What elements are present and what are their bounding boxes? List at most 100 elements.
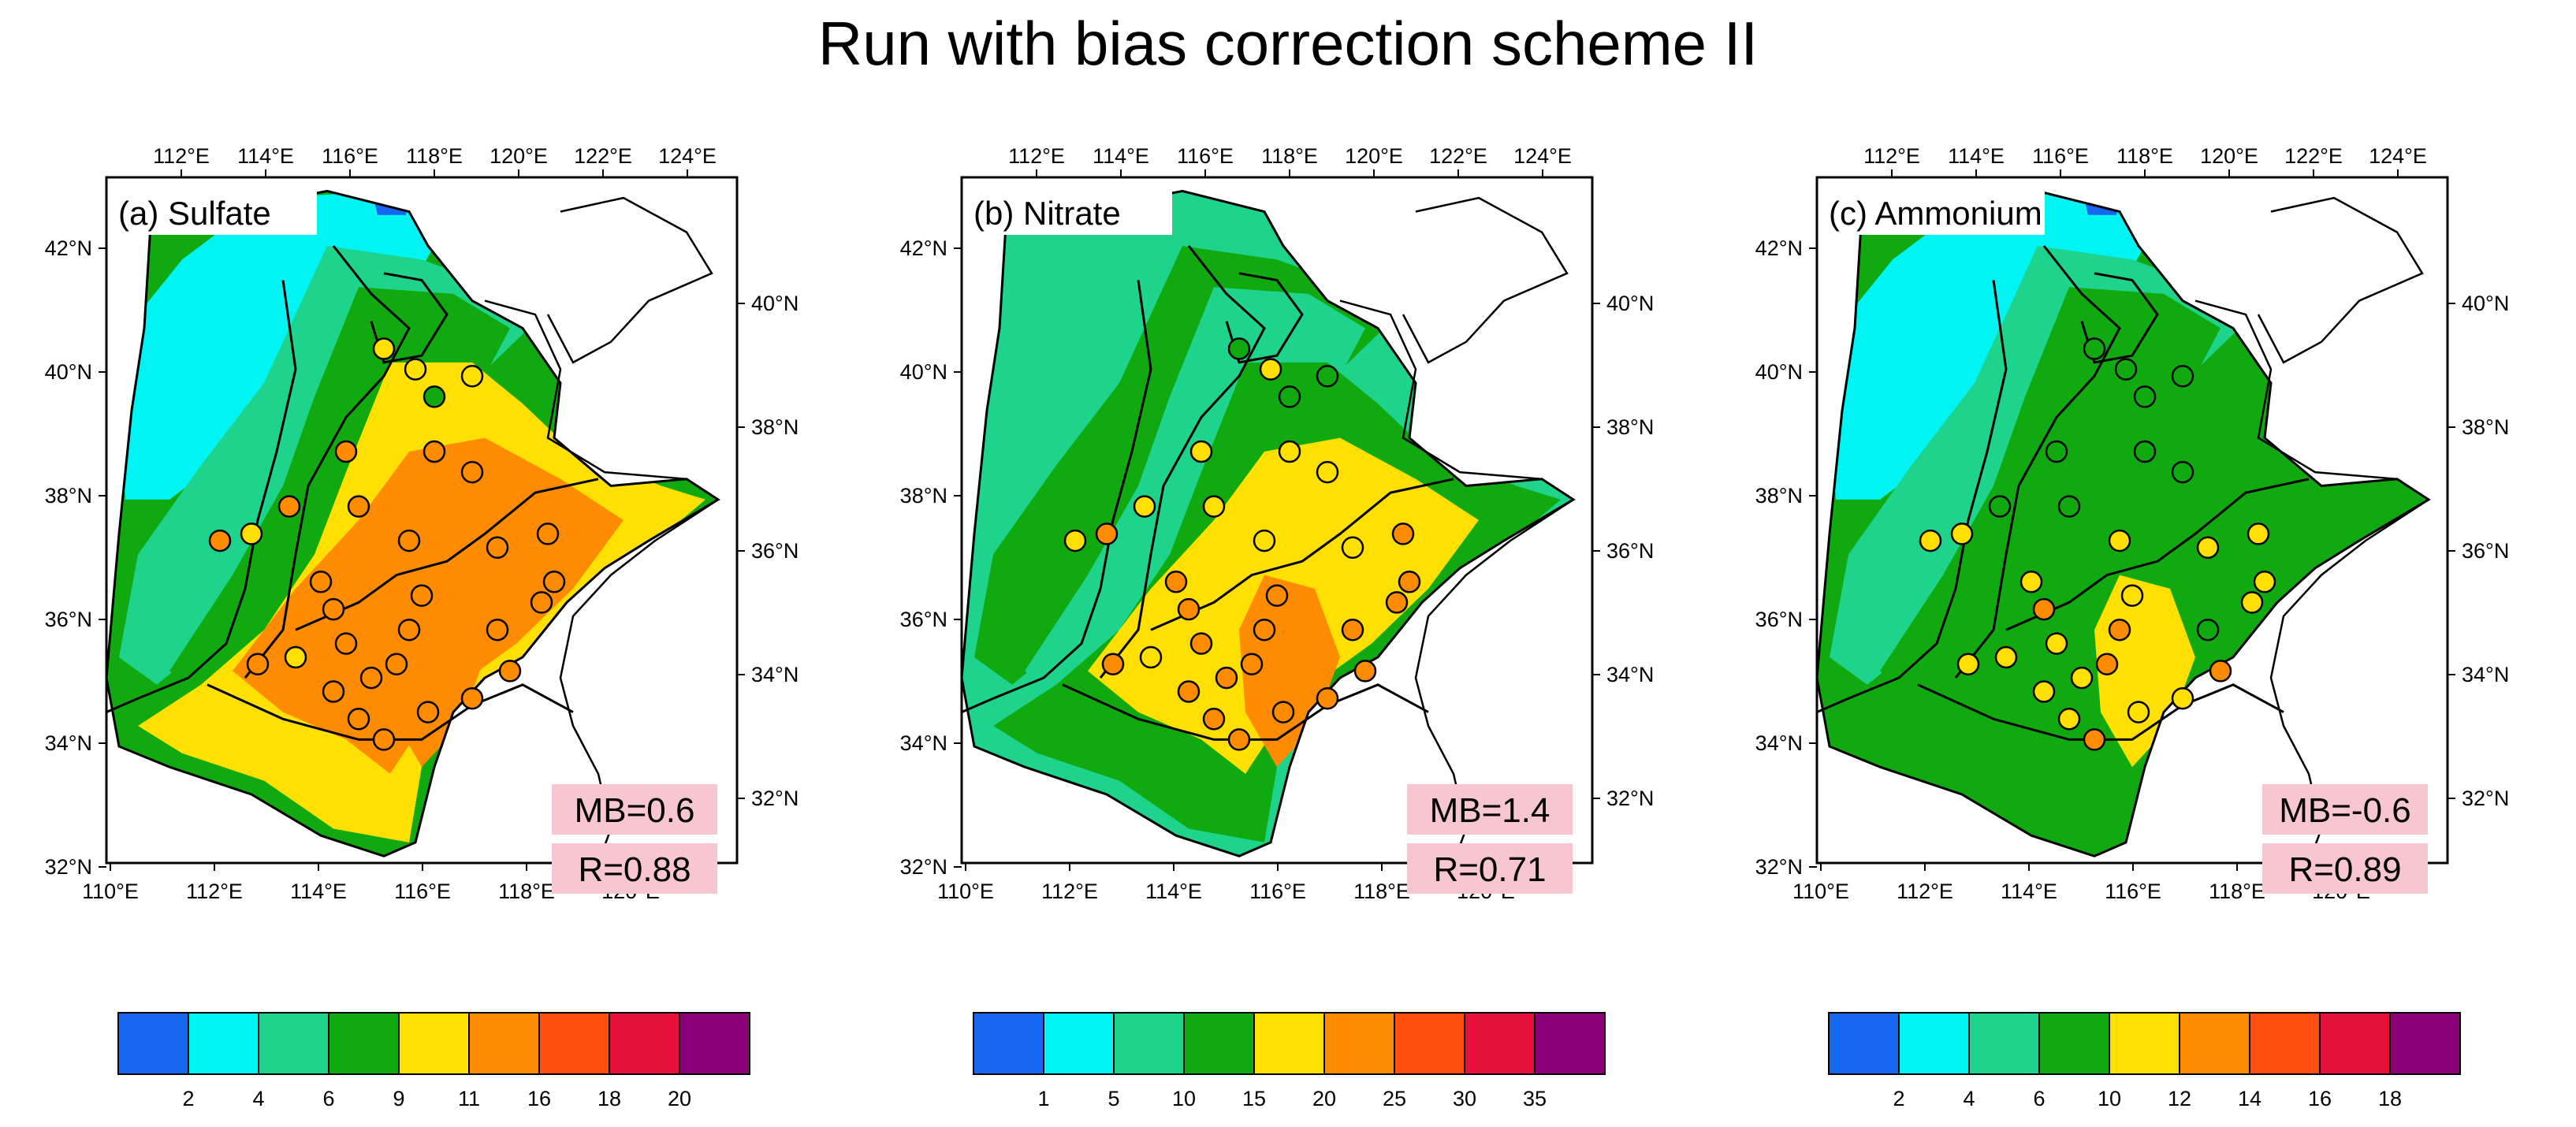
monitoring-site	[2032, 597, 2056, 621]
monitoring-site	[1385, 591, 1409, 614]
bottom-lon-label: 110°E	[82, 880, 139, 903]
monitoring-site	[1253, 618, 1276, 642]
colorbar-swatch	[2038, 1012, 2110, 1075]
colorbar-swatch	[1253, 1012, 1325, 1075]
top-lon-label: 124°E	[658, 144, 717, 168]
right-lat-label: 36°N	[1606, 539, 1654, 563]
top-lon-label: 118°E	[406, 144, 463, 168]
monitoring-site	[1202, 495, 1226, 518]
right-lat-label: 38°N	[751, 415, 798, 439]
left-lat-label: 32°N	[1755, 855, 1803, 879]
panel-nitrate: 112°E 114°E 116°E 118°E 120°E 122°E 124°E 110°E…	[871, 102, 1722, 1127]
colorbar-label: 10	[2098, 1087, 2121, 1110]
province-border	[1917, 683, 2284, 741]
monitoring-site	[460, 686, 484, 710]
colorbar-swatch	[1183, 1012, 1255, 1075]
northern-border	[2257, 196, 2424, 364]
monitoring-site	[334, 440, 358, 463]
bottom-lon-label: 112°E	[186, 880, 243, 903]
left-lat-label: 42°N	[900, 236, 947, 260]
colorbar-swatch	[973, 1012, 1044, 1075]
bottom-lon-label: 110°E	[1792, 880, 1849, 903]
colorbar-swatch	[2319, 1012, 2391, 1075]
monitoring-site	[2045, 440, 2068, 463]
top-lon-label: 120°E	[490, 144, 548, 168]
monitoring-site	[2019, 571, 2043, 593]
monitoring-site	[372, 337, 396, 360]
mb-value: MB=0.6	[575, 791, 695, 830]
monitoring-site	[1919, 529, 1942, 552]
left-lat-label: 32°N	[45, 855, 92, 879]
region-outline	[105, 189, 720, 857]
monitoring-site	[1101, 653, 1125, 675]
monitoring-site	[385, 653, 408, 675]
monitoring-site	[2196, 618, 2220, 642]
province-border	[1099, 245, 1266, 679]
monitoring-site	[1391, 523, 1415, 545]
left-lat-label: 40°N	[1755, 360, 1803, 384]
monitoring-site	[2045, 632, 2068, 655]
monitoring-site	[1095, 523, 1119, 545]
colorbar-label: 16	[2308, 1087, 2332, 1110]
mb-value: MB=-0.6	[2279, 791, 2411, 830]
monitoring-site	[2171, 460, 2194, 484]
monitoring-site	[322, 597, 345, 621]
colorbar-label: 5	[1107, 1087, 1119, 1110]
monitoring-site	[246, 653, 270, 675]
monitoring-site	[2108, 618, 2131, 642]
colorbar-label: 20	[668, 1087, 691, 1110]
monitoring-site	[284, 645, 307, 669]
colorbar-swatch	[1534, 1012, 1606, 1075]
monitoring-site	[2127, 701, 2150, 723]
r-value: R=0.71	[1433, 850, 1546, 889]
top-lon-label: 116°E	[322, 144, 378, 168]
bottom-lon-label: 114°E	[1145, 880, 1202, 903]
panel-title-box	[110, 189, 317, 235]
coastline	[2194, 299, 2431, 864]
colorbar-label: 20	[1312, 1087, 1336, 1110]
monitoring-site	[1177, 597, 1201, 621]
bottom-lon-label: 112°E	[1041, 880, 1098, 903]
region-outline	[960, 189, 1576, 857]
right-lat-label: 34°N	[751, 663, 798, 686]
monitoring-site	[1063, 529, 1087, 552]
colorbar-label: 30	[1453, 1087, 1476, 1110]
monitoring-site	[2209, 660, 2232, 683]
monitoring-site	[2108, 529, 2131, 552]
monitoring-site	[2240, 591, 2264, 614]
monitoring-site	[2032, 680, 2056, 703]
monitoring-site	[404, 358, 427, 381]
panel-title: (b) Nitrate	[973, 195, 1121, 232]
bottom-lon-label: 114°E	[290, 880, 347, 903]
right-lat-label: 38°N	[2462, 415, 2509, 439]
left-lat-label: 40°N	[45, 360, 92, 384]
province-border	[1816, 280, 2008, 713]
colorbar-swatch	[609, 1012, 680, 1075]
coastline	[1339, 299, 1576, 864]
left-lat-label: 34°N	[45, 731, 92, 755]
monitoring-site	[1316, 460, 1339, 484]
monitoring-site	[423, 385, 446, 408]
top-lon-label: 112°E	[153, 144, 210, 168]
monitoring-site	[2253, 571, 2276, 593]
colorbar-swatch	[679, 1012, 750, 1075]
monitoring-site	[1202, 708, 1226, 731]
monitoring-site	[1398, 571, 1421, 593]
mb-value: MB=1.4	[1430, 791, 1550, 830]
colorbar-swatch	[1323, 1012, 1395, 1075]
mb-box	[552, 784, 717, 835]
figure-title: Run with bias correction scheme II	[817, 9, 1759, 78]
top-lon-label: 120°E	[2200, 144, 2258, 168]
monitoring-site	[208, 529, 232, 552]
monitoring-site	[1316, 365, 1339, 388]
colorbar-label: 14	[2238, 1087, 2261, 1110]
monitoring-site	[1988, 495, 2012, 518]
left-lat-label: 34°N	[1755, 731, 1803, 755]
top-lon-label: 114°E	[1948, 144, 2005, 168]
r-box	[2262, 843, 2428, 894]
colorbar-swatch	[1898, 1012, 1970, 1075]
monitoring-site	[2171, 365, 2194, 388]
monitoring-site	[1227, 337, 1251, 360]
left-lat-label: 32°N	[900, 855, 947, 879]
colorbar-swatch	[117, 1012, 189, 1075]
